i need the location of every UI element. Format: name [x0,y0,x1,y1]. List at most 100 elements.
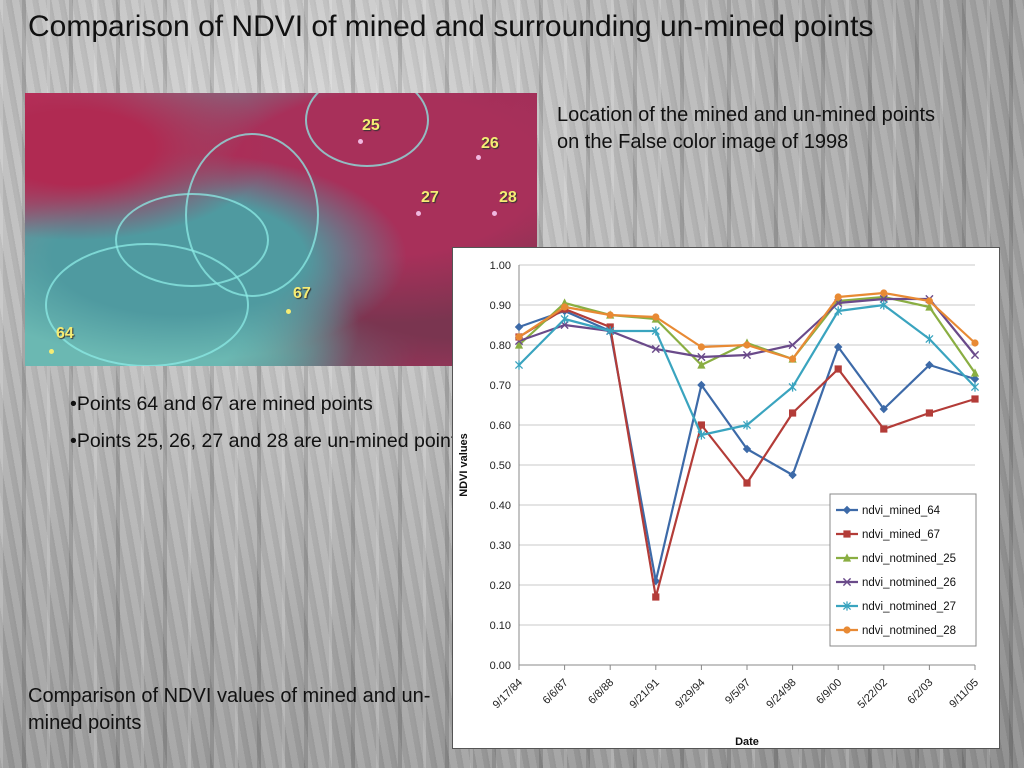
data-point-ndvi_notmined_25 [514,340,524,349]
data-point-ndvi_notmined_27 [834,306,843,316]
bullet-list: •Points 64 and 67 are mined points •Poin… [70,392,490,466]
data-point-ndvi_notmined_27 [970,382,980,392]
y-tick-label: 0.60 [490,420,511,432]
data-point-ndvi_notmined_27 [925,334,934,344]
data-point-ndvi_notmined_27 [651,326,660,336]
legend-item: ndvi_notmined_25 [862,553,956,565]
data-point-ndvi_mined_67 [834,365,842,373]
bullet-mined: •Points 64 and 67 are mined points [70,393,373,415]
data-point-ndvi_notmined_28 [652,313,660,321]
y-tick-label: 0.10 [490,620,511,632]
map-caption: Location of the mined and un-mined point… [557,104,936,153]
data-point-ndvi_mined_64 [742,444,752,454]
map-label-64: 64 [56,325,74,342]
data-point-ndvi_notmined_28 [606,311,614,319]
legend-marker [843,530,851,538]
data-point-ndvi_notmined_28 [834,293,842,301]
map-point-28 [492,211,497,216]
legend-marker [842,601,852,611]
data-point-ndvi_notmined_27 [788,382,797,392]
data-point-ndvi_notmined_27 [697,430,706,440]
chart-caption: Comparison of NDVI values of mined and u… [28,685,431,734]
legend-item: ndvi_notmined_27 [862,601,956,613]
legend-item: ndvi_notmined_28 [862,625,956,637]
data-point-ndvi_notmined_28 [971,339,979,347]
data-point-ndvi_notmined_27 [560,314,569,324]
data-point-ndvi_mined_64 [879,404,888,414]
data-point-ndvi_mined_64 [970,374,980,384]
y-tick-label: 0.00 [490,660,511,672]
x-tick-label: 6/2/03 [905,677,935,707]
data-point-ndvi_mined_67 [925,409,933,417]
map-label-67: 67 [293,285,311,302]
map-label-26: 26 [481,135,499,152]
data-point-ndvi_notmined_26 [651,344,660,354]
data-point-ndvi_notmined_26 [742,350,752,360]
map-point-26 [476,155,481,160]
legend-item: ndvi_mined_67 [862,529,940,541]
data-point-ndvi_notmined_28 [743,341,751,349]
data-point-ndvi_notmined_28 [880,289,888,297]
data-point-ndvi_mined_64 [834,342,843,352]
y-tick-label: 0.80 [490,340,511,352]
data-point-ndvi_mined_64 [925,360,934,370]
legend-marker [842,505,852,515]
x-tick-label: 5/22/02 [855,677,889,711]
data-point-ndvi_notmined_25 [697,360,706,369]
x-tick-label: 9/5/97 [723,677,753,707]
data-point-ndvi_mined_67 [652,593,660,601]
x-tick-label: 6/6/87 [541,677,571,707]
map-stream [45,243,249,366]
y-tick-label: 0.20 [490,580,511,592]
legend-marker [842,577,852,587]
x-tick-label: 9/24/98 [764,677,798,711]
y-tick-label: 0.70 [490,380,511,392]
data-point-ndvi_mined_64 [514,322,524,332]
map-point-27 [416,211,421,216]
data-point-ndvi_notmined_28 [789,355,797,363]
series-line-ndvi_notmined_25 [518,295,976,374]
data-point-ndvi_mined_67 [971,395,979,403]
data-point-ndvi_notmined_28 [515,333,523,341]
x-tick-label: 9/29/94 [673,677,707,711]
data-point-ndvi_notmined_28 [925,297,933,305]
map-stream [185,133,319,297]
series-line-ndvi_notmined_27 [518,303,976,437]
map-point-64 [49,349,54,354]
map-label-28: 28 [499,189,517,206]
x-tick-label: 9/17/84 [491,677,525,711]
y-tick-label: 0.90 [490,300,511,312]
data-point-ndvi_mined_67 [789,409,797,417]
y-tick-label: 1.00 [490,260,511,272]
data-point-ndvi_notmined_27 [879,300,888,310]
data-point-ndvi_mined_67 [743,479,751,487]
data-point-ndvi_notmined_27 [514,360,524,370]
slide-title: Comparison of NDVI of mined and surround… [28,10,874,43]
x-tick-label: 6/9/00 [814,677,844,707]
false-color-map-image: 25 26 27 28 67 64 [25,93,537,366]
data-point-ndvi_mined_67 [880,425,888,433]
data-point-ndvi_notmined_27 [742,420,752,430]
y-tick-label: 0.30 [490,540,511,552]
ndvi-line-chart: 0.00 0.10 0.20 0.30 0.40 0.50 0.60 0.70 0.80 0.90… [458,260,981,748]
map-point-67 [286,309,291,314]
legend-marker [842,553,852,562]
legend-box [829,493,977,647]
map-label-27: 27 [421,189,439,206]
x-axis-label: Date [735,736,759,748]
data-point-ndvi_notmined_26 [879,294,888,304]
data-point-ndvi_notmined_28 [697,343,705,351]
data-point-ndvi_notmined_26 [697,352,706,362]
y-tick-label: 0.40 [490,500,511,512]
data-point-ndvi_mined_67 [697,421,705,429]
ndvi-chart: 0.00 0.10 0.20 0.30 0.40 0.50 0.60 0.70 0.80 0.90… [452,247,1000,749]
x-tick-label: 9/21/91 [627,677,661,711]
data-point-ndvi_notmined_26 [970,350,980,360]
x-tick-label: 9/11/05 [947,677,981,711]
y-tick-label: 0.50 [490,460,511,472]
map-label-25: 25 [362,117,380,134]
legend-marker [843,626,851,634]
map-point-25 [358,139,363,144]
data-point-ndvi_mined_64 [651,576,660,586]
data-point-ndvi_notmined_27 [606,326,615,336]
